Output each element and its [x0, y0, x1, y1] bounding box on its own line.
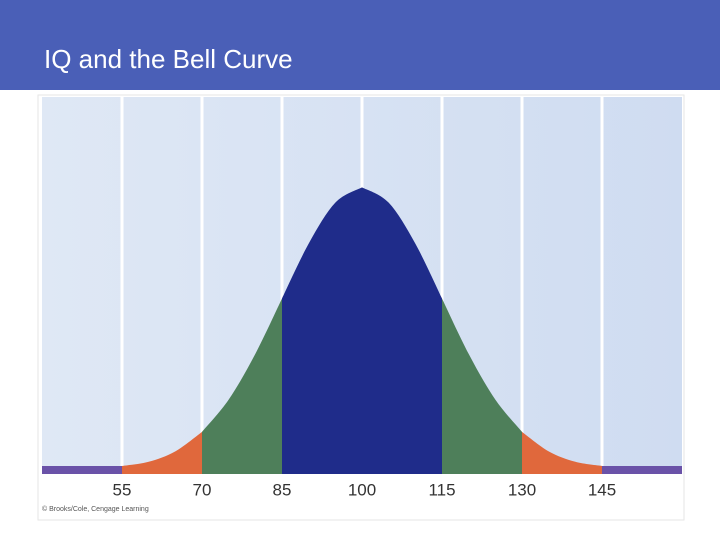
x-tick-label: 55 [113, 480, 132, 499]
x-tick-label: 145 [588, 480, 616, 499]
x-tick-label: 85 [273, 480, 292, 499]
x-tick-label: 100 [348, 480, 376, 499]
curve-region [282, 187, 362, 474]
curve-region [202, 298, 282, 474]
caption: © Brooks/Cole, Cengage Learning [42, 505, 149, 513]
title-bar [0, 0, 720, 90]
x-tick-label: 70 [193, 480, 212, 499]
curve-region [602, 466, 682, 474]
curve-region [122, 431, 202, 474]
curve-region [522, 431, 602, 474]
curve-region [362, 187, 442, 474]
x-tick-label: 115 [428, 480, 455, 499]
slide-title: IQ and the Bell Curve [44, 44, 293, 74]
x-tick-label: 130 [508, 480, 536, 499]
curve-region [42, 466, 122, 474]
curve-region [442, 298, 522, 474]
